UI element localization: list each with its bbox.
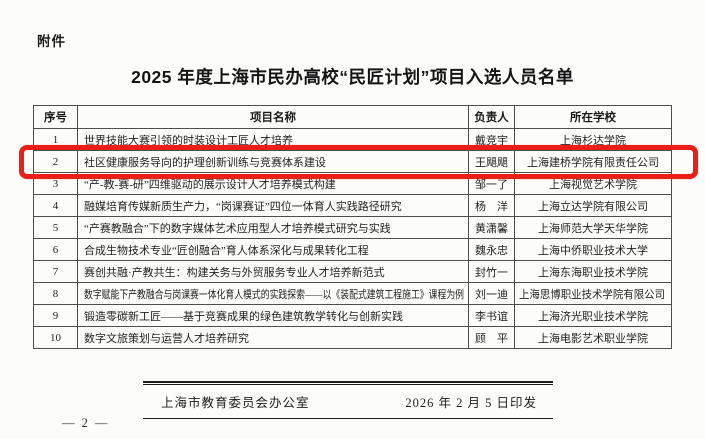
cell-leader: 杨 洋 [468, 194, 515, 217]
cell-school: 上海杉达学院 [514, 128, 672, 151]
cell-leader: 刘一迪 [468, 282, 515, 305]
table-row: 6 合成生物技术专业“匠创融合”育人体系深化与成果转化工程 魏永忠 上海中侨职业… [33, 238, 672, 261]
attachment-label: 附件 [37, 34, 66, 49]
cell-school: 上海建桥学院有限责任公司 [514, 150, 672, 173]
cell-project: “产-教-赛-研”四维驱动的展示设计人才培养模式构建 [77, 172, 469, 195]
personnel-table: 序号 项目名称 负责人 所在学校 1 世界技能大赛引领的时装设计工匠人才培养 戴… [33, 105, 672, 349]
footer-block: 上海市教育委员会办公室 2026 年 2 月 5 日印发 [143, 381, 553, 419]
cell-project: 世界技能大赛引领的时装设计工匠人才培养 [77, 128, 469, 151]
cell-leader: 李书谊 [468, 304, 515, 327]
cell-leader: 顾 平 [468, 326, 515, 349]
header-cell-serial: 序号 [33, 105, 78, 129]
table-row: 5 “产赛教融合”下的数字媒体艺术应用型人才培养模式研究与实践 黄潇馨 上海师范… [33, 216, 672, 239]
cell-serial: 7 [33, 260, 78, 283]
cell-serial: 3 [33, 172, 78, 195]
cell-serial: 10 [33, 326, 78, 349]
cell-school: 上海立达学院有限公司 [514, 194, 672, 217]
cell-leader: 邹一了 [468, 172, 515, 195]
cell-school: 上海视觉艺术学院 [514, 172, 672, 195]
table-row: 3 “产-教-赛-研”四维驱动的展示设计人才培养模式构建 邹一了 上海视觉艺术学… [33, 172, 672, 195]
cell-serial: 1 [33, 128, 78, 151]
table-row: 2 社区健康服务导向的护理创新训练与竞赛体系建设 王飓飓 上海建桥学院有限责任公… [33, 150, 672, 173]
footer-top-rule [143, 381, 553, 385]
cell-leader: 黄潇馨 [468, 216, 515, 239]
document-title: 2025 年度上海市民办高校“民匠计划”项目入选人员名单 [131, 67, 574, 87]
page-number: — 2 — [62, 416, 110, 430]
cell-project: 锻造零碳新工匠——基于竞赛成果的绿色建筑教学转化与创新实践 [77, 304, 469, 327]
cell-school: 上海中侨职业技术大学 [514, 238, 672, 261]
cell-project: 融媒培育传媒新质生产力，“岗课赛证”四位一体育人实践路径研究 [77, 194, 469, 217]
cell-project: 社区健康服务导向的护理创新训练与竞赛体系建设 [77, 150, 469, 173]
table-header-row: 序号 项目名称 负责人 所在学校 [33, 105, 672, 129]
header-cell-project: 项目名称 [77, 105, 469, 129]
cell-school: 上海东海职业技术学院 [514, 260, 672, 283]
table-body: 1 世界技能大赛引领的时装设计工匠人才培养 戴竞宇 上海杉达学院 2 社区健康服… [33, 128, 672, 349]
cell-school: 上海思博职业技术学院有限公司 [514, 282, 672, 305]
cell-serial: 8 [33, 282, 78, 305]
cell-leader: 封竹一 [468, 260, 515, 283]
header-cell-school: 所在学校 [514, 105, 672, 129]
cell-serial: 4 [33, 194, 78, 217]
table-row: 1 世界技能大赛引领的时装设计工匠人才培养 戴竞宇 上海杉达学院 [33, 128, 672, 151]
cell-serial: 9 [33, 304, 78, 327]
issuer-label: 上海市教育委员会办公室 [161, 396, 310, 410]
table-row: 9 锻造零碳新工匠——基于竞赛成果的绿色建筑教学转化与创新实践 李书谊 上海济光… [33, 304, 672, 327]
table-row: 7 赛创共融·产教共生：构建关务与外贸服务专业人才培养新范式 封竹一 上海东海职… [33, 260, 672, 283]
cell-project: 数字文旅策划与运营人才培养研究 [77, 326, 469, 349]
cell-serial: 2 [33, 150, 78, 173]
footer-row: 上海市教育委员会办公室 2026 年 2 月 5 日印发 [143, 385, 553, 418]
cell-project: 赛创共融·产教共生：构建关务与外贸服务专业人才培养新范式 [77, 260, 469, 283]
cell-leader: 魏永忠 [468, 238, 515, 261]
cell-school: 上海济光职业技术学院 [514, 304, 672, 327]
table-row: 10 数字文旅策划与运营人才培养研究 顾 平 上海电影艺术职业学院 [33, 326, 672, 349]
cell-serial: 6 [33, 238, 78, 261]
cell-leader: 戴竞宇 [468, 128, 515, 151]
cell-project: 合成生物技术专业“匠创融合”育人体系深化与成果转化工程 [77, 238, 469, 261]
table-row: 4 融媒培育传媒新质生产力，“岗课赛证”四位一体育人实践路径研究 杨 洋 上海立… [33, 194, 672, 217]
print-date-label: 2026 年 2 月 5 日印发 [405, 396, 537, 410]
cell-school: 上海电影艺术职业学院 [514, 326, 672, 349]
cell-project: 数字赋能下产教融合与岗课赛一体化育人模式的实践探索——以《装配式建筑工程施工》课… [77, 282, 469, 305]
header-cell-leader: 负责人 [468, 105, 515, 129]
table-row: 8 数字赋能下产教融合与岗课赛一体化育人模式的实践探索——以《装配式建筑工程施工… [33, 282, 672, 305]
footer-bottom-rule [143, 418, 553, 419]
cell-project: “产赛教融合”下的数字媒体艺术应用型人才培养模式研究与实践 [77, 216, 469, 239]
cell-leader: 王飓飓 [468, 150, 515, 173]
cell-school: 上海师范大学天华学院 [514, 216, 672, 239]
cell-serial: 5 [33, 216, 78, 239]
